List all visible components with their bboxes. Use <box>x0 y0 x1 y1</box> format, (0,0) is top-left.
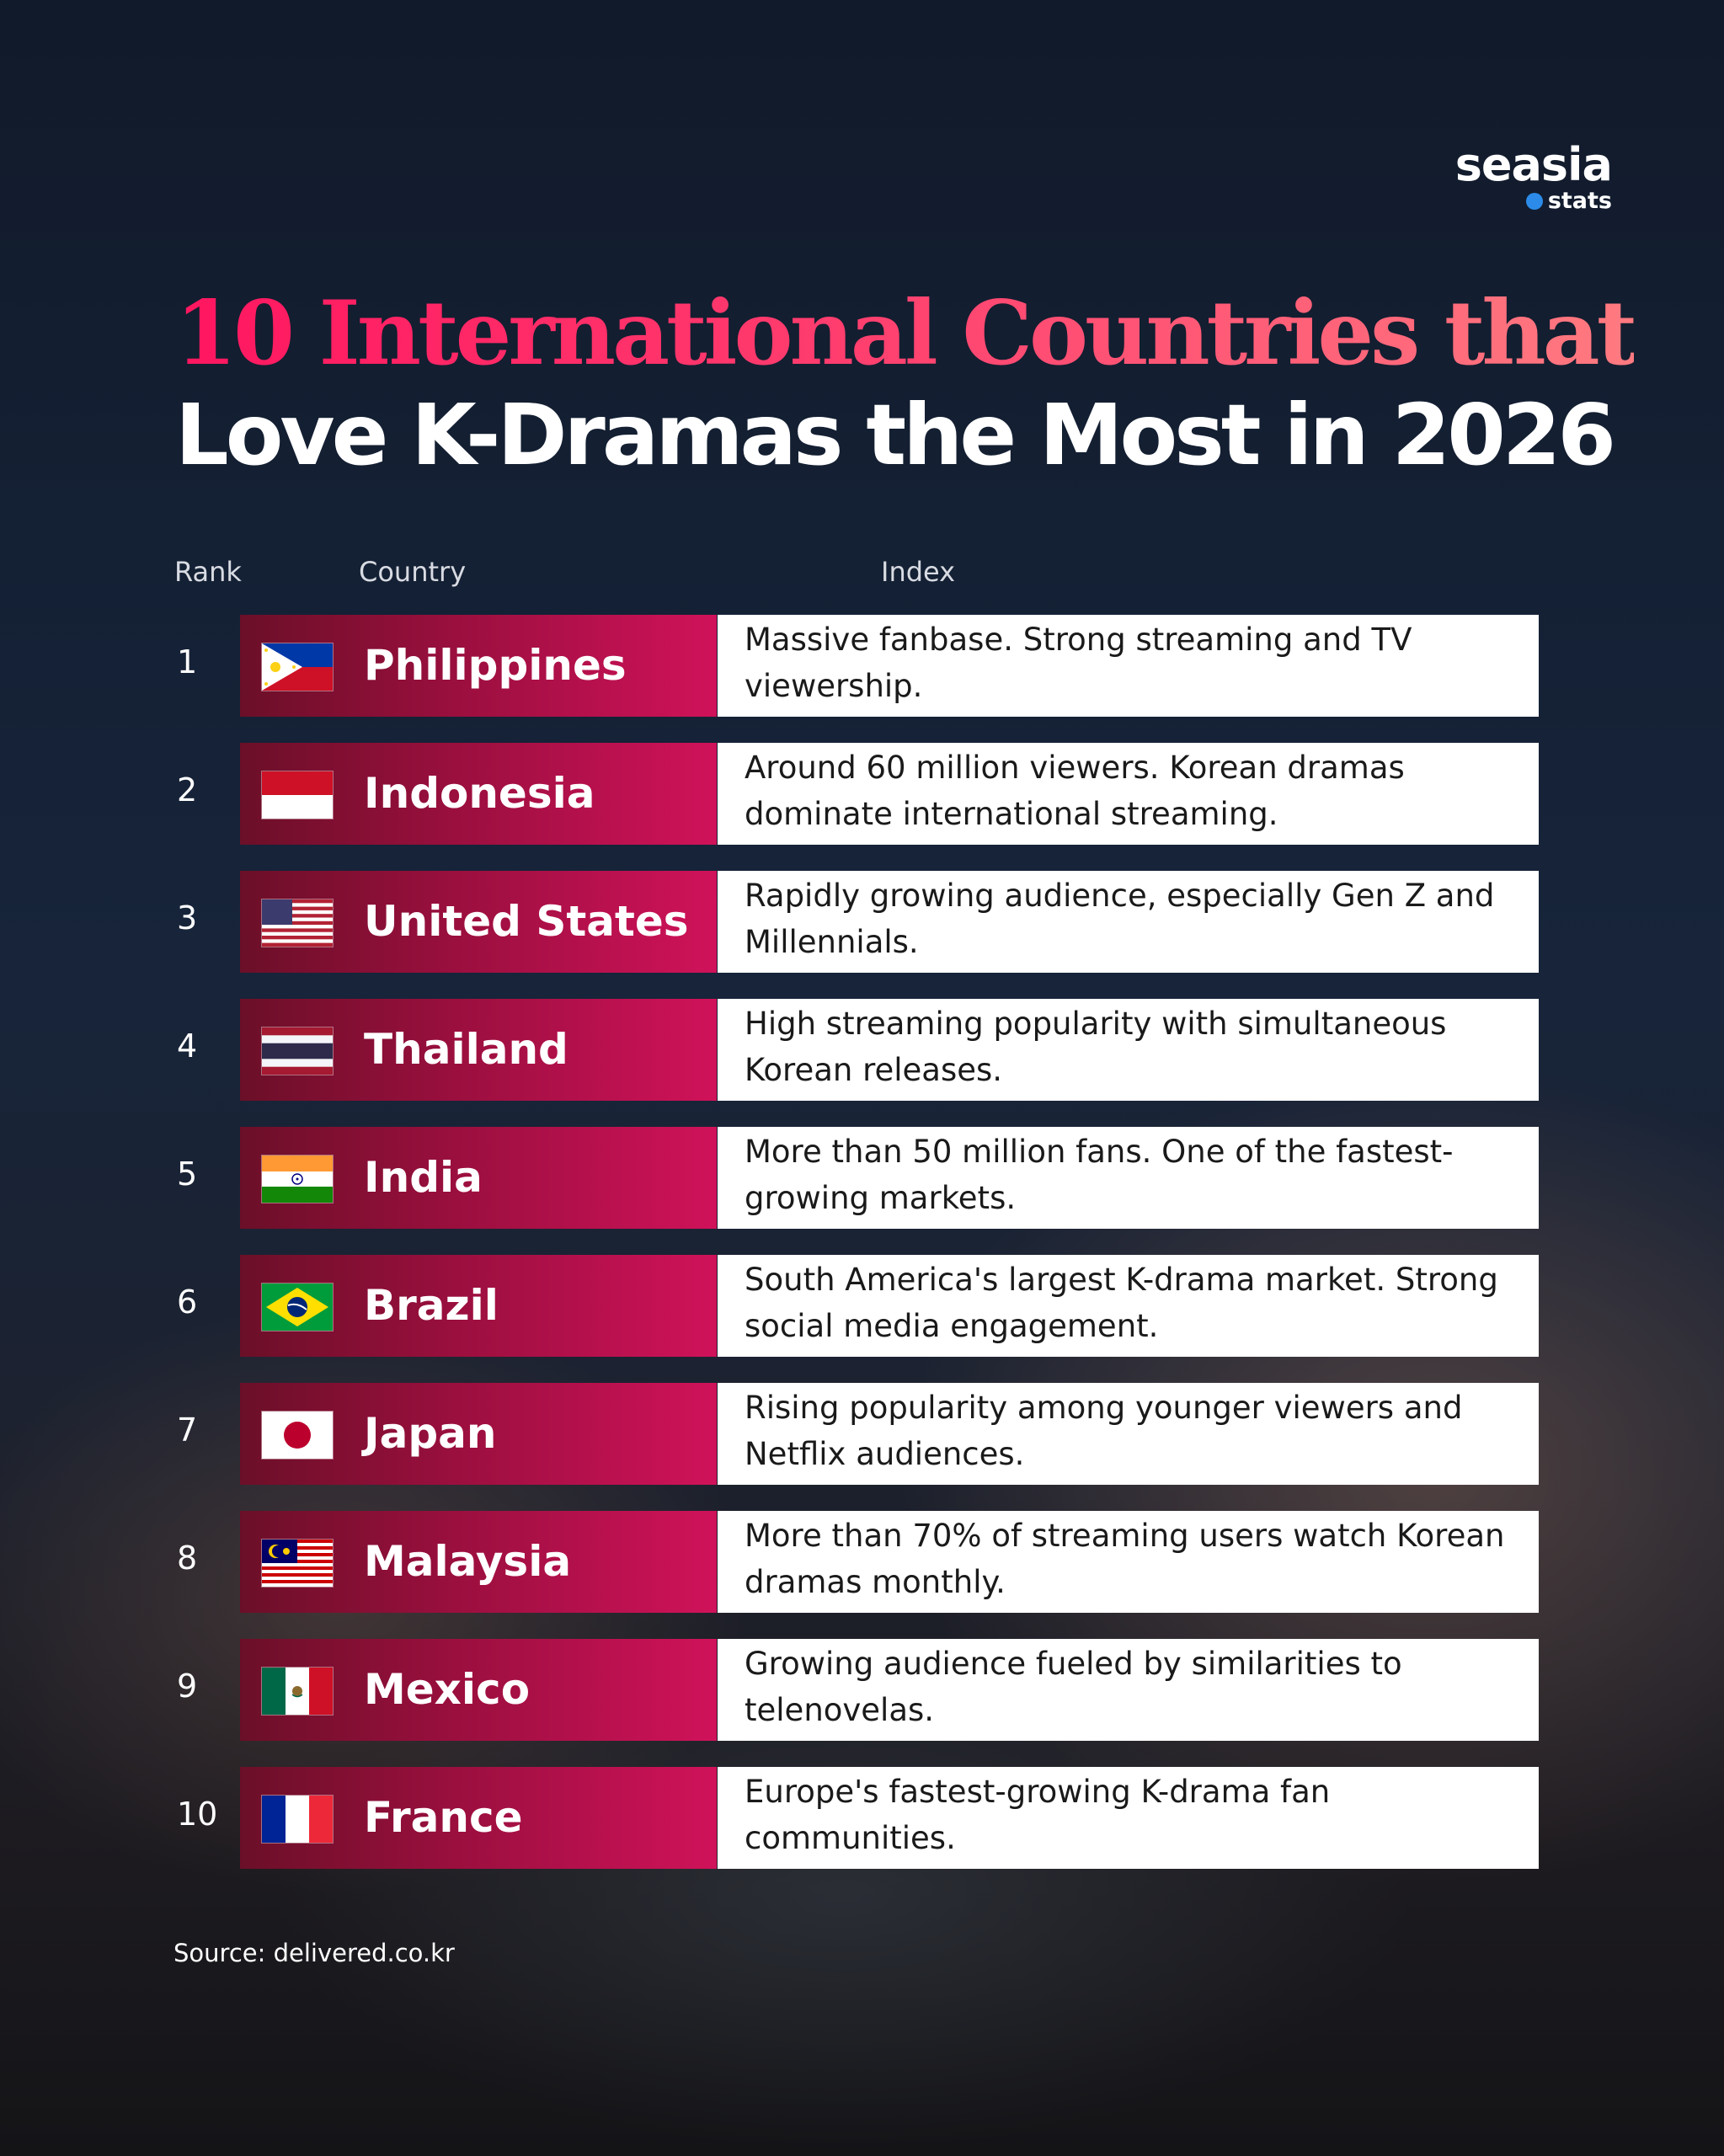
country-cell: Mexico <box>240 1639 717 1741</box>
country-name: France <box>364 1793 523 1842</box>
index-text: Around 60 million viewers. Korean dramas… <box>745 750 1405 832</box>
malaysia-flag-icon <box>261 1539 334 1588</box>
title-line-1: 10 International Countries that <box>175 278 1637 387</box>
index-text: Growing audience fueled by similarities … <box>745 1646 1402 1728</box>
column-header-country: Country <box>359 556 467 588</box>
index-cell: Massive fanbase. Strong streaming and TV… <box>718 615 1539 717</box>
country-name: Malaysia <box>364 1537 572 1586</box>
country-cell: Brazil <box>240 1255 717 1357</box>
index-text: South America's largest K-drama market. … <box>745 1262 1498 1344</box>
rank-number: 10 <box>177 1796 218 1833</box>
country-name: India <box>364 1153 483 1202</box>
source-note: Source: delivered.co.kr <box>173 1939 455 1967</box>
country-name: Brazil <box>364 1281 499 1330</box>
index-cell: Rising popularity among younger viewers … <box>718 1383 1539 1485</box>
index-cell: More than 50 million fans. One of the fa… <box>718 1127 1539 1229</box>
brand-dot-icon <box>1525 193 1543 210</box>
brand-sub: stats <box>1455 189 1612 214</box>
column-header-rank: Rank <box>174 556 242 588</box>
index-text: Rising popularity among younger viewers … <box>745 1390 1463 1472</box>
index-text: Massive fanbase. Strong streaming and TV… <box>745 622 1412 704</box>
rank-number: 8 <box>177 1540 198 1577</box>
country-name: Thailand <box>364 1025 568 1074</box>
rank-number: 9 <box>177 1668 198 1705</box>
brand-logo: seasia stats <box>1454 138 1613 214</box>
rank-number: 4 <box>177 1027 198 1065</box>
philippines-flag-icon <box>261 643 334 691</box>
mexico-flag-icon <box>261 1667 334 1716</box>
country-cell: Indonesia <box>240 743 717 845</box>
index-cell: Rapidly growing audience, especially Gen… <box>718 871 1539 973</box>
index-cell: Around 60 million viewers. Korean dramas… <box>718 743 1539 845</box>
brand-sub-label: stats <box>1547 188 1612 214</box>
country-cell: Malaysia <box>240 1511 717 1613</box>
rank-number: 1 <box>177 643 198 680</box>
japan-flag-icon <box>261 1411 334 1460</box>
country-name: Mexico <box>364 1665 531 1714</box>
brazil-flag-icon <box>261 1283 334 1331</box>
country-cell: India <box>240 1127 717 1229</box>
index-cell: South America's largest K-drama market. … <box>718 1255 1539 1357</box>
index-text: More than 50 million fans. One of the fa… <box>745 1134 1454 1216</box>
index-cell: Growing audience fueled by similarities … <box>718 1639 1539 1741</box>
country-name: Philippines <box>364 641 627 690</box>
united-states-flag-icon <box>261 899 334 947</box>
index-cell: High streaming popularity with simultane… <box>718 999 1539 1101</box>
france-flag-icon <box>261 1795 334 1844</box>
index-cell: Europe's fastest-growing K-drama fan com… <box>718 1767 1539 1869</box>
index-text: Europe's fastest-growing K-drama fan com… <box>745 1774 1331 1856</box>
rank-number: 7 <box>177 1412 198 1449</box>
country-name: Indonesia <box>364 769 595 818</box>
india-flag-icon <box>261 1155 334 1203</box>
index-text: High streaming popularity with simultane… <box>745 1006 1447 1088</box>
thailand-flag-icon <box>261 1027 334 1075</box>
column-header-index: Index <box>881 556 956 588</box>
country-cell: Philippines <box>240 615 717 717</box>
country-cell: France <box>240 1767 717 1869</box>
brand-name: seasia <box>1454 138 1613 191</box>
title-line-2: Love K-Dramas the Most in 2026 <box>175 386 1616 484</box>
indonesia-flag-icon <box>261 771 334 819</box>
country-cell: Thailand <box>240 999 717 1101</box>
rank-number: 5 <box>177 1155 198 1193</box>
country-cell: United States <box>240 871 717 973</box>
rank-number: 3 <box>177 899 198 937</box>
rank-number: 2 <box>177 771 198 808</box>
index-cell: More than 70% of streaming users watch K… <box>718 1511 1539 1613</box>
country-name: United States <box>364 897 689 946</box>
rank-number: 6 <box>177 1283 198 1321</box>
country-name: Japan <box>364 1409 497 1458</box>
index-text: More than 70% of streaming users watch K… <box>745 1518 1505 1600</box>
index-text: Rapidly growing audience, especially Gen… <box>745 878 1495 960</box>
country-cell: Japan <box>240 1383 717 1485</box>
